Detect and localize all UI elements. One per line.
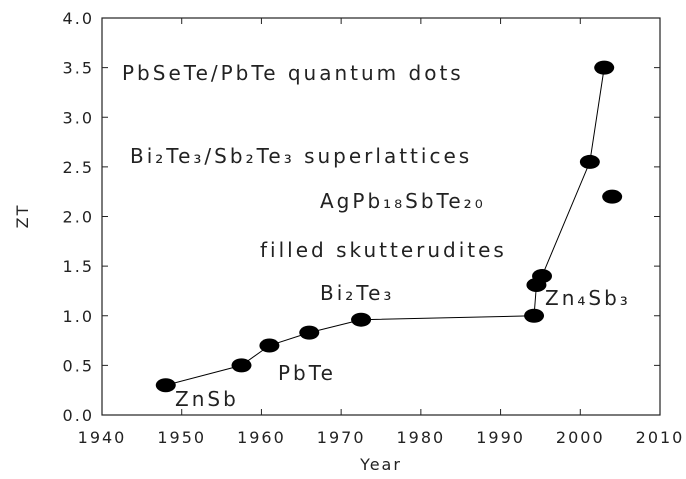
y-tick-label: 3.5 [63,59,94,78]
x-tick-label: 1940 [78,428,127,447]
annotation: Bi₂Te₃/Sb₂Te₃ superlattices [130,144,472,168]
annotation: Zn₄Sb₃ [545,286,631,310]
y-axis-label: ZT [13,204,32,229]
x-tick-label: 1950 [157,428,206,447]
y-tick-label: 1.5 [63,257,94,276]
annotation: filled skutterudites [260,238,507,262]
y-tick-label: 3.0 [63,108,94,127]
data-point [532,269,553,284]
x-tick-label: 1960 [237,428,286,447]
data-line [165,67,605,386]
data-point [231,358,252,373]
data-point [594,60,615,75]
y-tick-label: 1.0 [63,307,94,326]
x-tick-label: 1970 [317,428,366,447]
annotation: PbTe [278,361,336,385]
y-tick-label: 0.0 [63,406,94,425]
y-tick-label: 0.5 [63,356,94,375]
data-point [351,312,372,327]
data-point [602,189,623,204]
x-axis-label: Year [359,455,402,474]
data-point [579,154,600,169]
data-point [259,338,280,353]
annotation: AgPb₁₈SbTe₂₀ [320,189,486,213]
data-point [524,308,545,323]
annotation: Bi₂Te₃ [320,281,394,305]
annotation: PbSeTe/PbTe quantum dots [122,61,464,85]
x-tick-label: 2010 [636,428,685,447]
y-tick-label: 2.5 [63,158,94,177]
y-tick-label: 4.0 [63,9,94,28]
y-tick-label: 2.0 [63,208,94,227]
data-point [155,378,176,393]
annotation: ZnSb [175,387,239,411]
data-point [299,325,320,340]
x-tick-label: 1990 [476,428,525,447]
x-tick-label: 2000 [556,428,605,447]
x-tick-label: 1980 [396,428,445,447]
